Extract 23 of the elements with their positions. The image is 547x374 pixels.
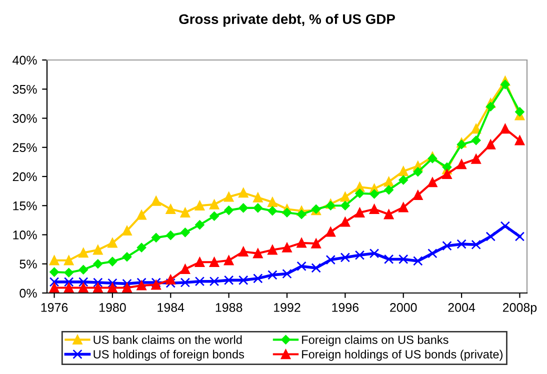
y-tick-label: 5% xyxy=(20,260,37,269)
chart-title: Gross private debt, % of US GDP xyxy=(179,14,395,27)
y-tick-label: 20% xyxy=(12,172,37,182)
x-tick-label: 1996 xyxy=(332,303,359,312)
y-tick-label: 25% xyxy=(12,143,37,152)
x-tick-label: 2000 xyxy=(390,303,417,312)
y-tick-label: 35% xyxy=(12,84,37,94)
x-tick-label: 1976 xyxy=(41,303,68,312)
legend-label: US holdings of foreign bonds xyxy=(94,350,244,361)
y-tick-label: 40% xyxy=(12,56,37,65)
legend-label: Foreign claims on US banks xyxy=(302,335,448,346)
y-tick-label: 0% xyxy=(20,288,37,298)
x-tick-label: 1988 xyxy=(216,303,242,312)
legend-label: US bank claims on the world xyxy=(94,335,242,344)
x-tick-label: 1984 xyxy=(158,303,184,312)
y-tick-label: 30% xyxy=(12,114,37,123)
x-tick-label: 1992 xyxy=(274,303,300,312)
x-tick-label: 2008p xyxy=(502,303,537,314)
legend-label: Foreign holdings of US bonds (private) xyxy=(302,350,502,361)
y-tick-label: 10% xyxy=(13,230,37,240)
x-tick-label: 1980 xyxy=(100,303,126,312)
x-tick-label: 2004 xyxy=(448,303,476,312)
y-tick-label: 15% xyxy=(13,201,37,210)
